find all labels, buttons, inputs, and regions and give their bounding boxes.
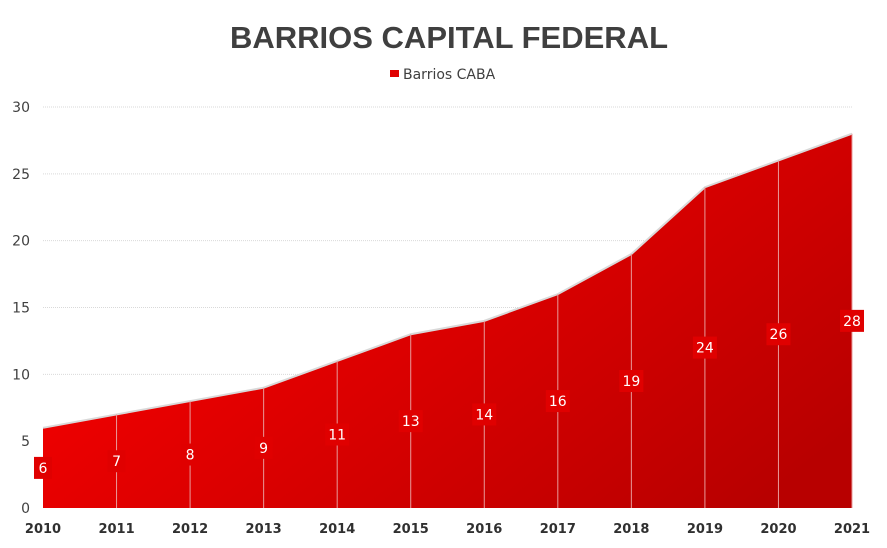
y-tick-label: 30 <box>12 100 30 116</box>
data-label-value: 28 <box>843 314 861 330</box>
data-label: 13 <box>398 410 423 433</box>
y-tick-label: 5 <box>21 434 30 450</box>
data-label-bg <box>692 336 717 359</box>
x-tick-label: 2011 <box>98 522 134 537</box>
data-label-value: 6 <box>39 461 48 477</box>
data-label: 6 <box>34 456 52 479</box>
data-label-bg <box>34 456 52 479</box>
data-label: 16 <box>545 390 570 413</box>
x-tick-label: 2014 <box>319 522 355 537</box>
x-tick-label: 2010 <box>25 522 61 537</box>
data-label-value: 24 <box>696 341 714 357</box>
x-tick-label: 2020 <box>760 522 796 537</box>
area-fill <box>43 133 852 508</box>
data-label-value: 26 <box>770 327 788 343</box>
data-label-value: 11 <box>328 427 346 443</box>
data-label: 9 <box>254 436 273 459</box>
data-label-value: 8 <box>186 448 195 464</box>
y-tick-label: 10 <box>12 367 30 383</box>
data-label-bg <box>545 390 570 413</box>
legend-swatch <box>390 70 399 77</box>
data-label-bg <box>766 323 791 346</box>
data-label-value: 19 <box>622 374 640 390</box>
data-label: 7 <box>107 450 126 473</box>
x-tick-label: 2015 <box>393 522 429 537</box>
data-label-bg <box>325 423 350 446</box>
x-tick-label: 2016 <box>466 522 502 537</box>
chart-title: BARRIOS CAPITAL FEDERAL <box>230 20 668 55</box>
data-label-bg <box>107 450 126 473</box>
data-labels: 6 7 8 9 11 13 14 16 19 24 26 28 <box>34 309 864 479</box>
data-label: 11 <box>325 423 350 446</box>
x-tick-label: 2021 <box>834 522 870 537</box>
x-tick-label: 2013 <box>246 522 282 537</box>
data-label: 24 <box>692 336 717 359</box>
plot-area <box>42 132 853 508</box>
legend: Barrios CABA <box>390 67 496 83</box>
data-label-bg <box>254 436 273 459</box>
area-outline <box>42 132 853 429</box>
data-label-bg <box>472 403 497 426</box>
data-label-value: 9 <box>259 441 268 457</box>
y-tick-label: 0 <box>21 501 30 517</box>
x-tick-label: 2017 <box>540 522 576 537</box>
y-tick-label: 25 <box>12 167 30 183</box>
x-tick-label: 2012 <box>172 522 208 537</box>
x-tick-label: 2018 <box>613 522 649 537</box>
y-tick-label: 15 <box>12 301 30 317</box>
data-label-bg <box>398 410 423 433</box>
data-label-value: 14 <box>475 407 493 423</box>
y-axis: 0 5 10 15 20 25 30 <box>12 100 30 517</box>
data-label: 19 <box>619 370 644 393</box>
data-label: 26 <box>766 323 791 346</box>
data-label-bg <box>840 309 864 332</box>
data-label-value: 13 <box>402 414 420 430</box>
data-label-bg <box>181 443 200 466</box>
legend-label: Barrios CABA <box>403 67 496 83</box>
x-axis: 2010 2011 2012 2013 2014 2015 2016 2017 2018 2019… <box>25 522 870 537</box>
x-tick-label: 2019 <box>687 522 723 537</box>
data-label: 14 <box>472 403 497 426</box>
data-label: 28 <box>840 309 864 332</box>
data-label-value: 16 <box>549 394 567 410</box>
data-label: 8 <box>181 443 200 466</box>
y-tick-label: 20 <box>12 234 30 250</box>
data-label-bg <box>619 370 644 393</box>
data-label-value: 7 <box>112 454 121 470</box>
